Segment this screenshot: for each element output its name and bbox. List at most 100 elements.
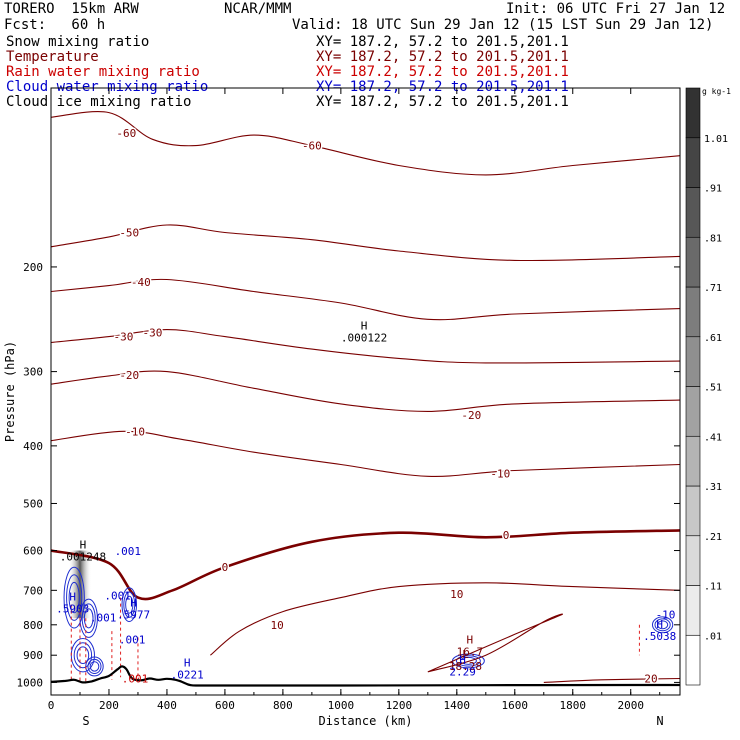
y-tick-label: 800 (23, 619, 43, 632)
extremum-label: L (462, 648, 469, 661)
temperature-contour-label: -50 (119, 226, 139, 239)
y-tick-label: 200 (23, 261, 43, 274)
legend-label: Temperature (6, 49, 99, 65)
extremum-label: H (656, 618, 663, 631)
x-tick-label: 400 (157, 699, 177, 712)
north-endpoint-label: N (656, 714, 663, 728)
y-tick-label: 400 (23, 440, 43, 453)
plot-frame (50, 87, 681, 696)
extremum-value: 2.29 (449, 666, 476, 679)
colorbar-swatch (685, 585, 701, 636)
temperature-contour (543, 677, 680, 683)
x-tick-label: 1000 (328, 699, 355, 712)
extremum-value: 16.7 (457, 645, 484, 658)
colorbar-swatch (685, 634, 701, 686)
colorbar-swatch (685, 535, 701, 586)
temperature-contour (51, 370, 680, 412)
temperature-contour-label: -30 (114, 331, 134, 344)
temperature-contour-label: -30 (143, 327, 163, 340)
temperature-contour-label: -10 (125, 425, 145, 438)
cloud-water-contour (121, 587, 138, 623)
temperature-contour-label: -60 (302, 140, 322, 153)
extremum-label: .001 (119, 633, 146, 646)
colorbar-swatch (685, 485, 701, 537)
x-tick-label: 1200 (386, 699, 413, 712)
colorbar-swatch (685, 286, 701, 338)
valid-time: Valid: 18 UTC Sun 29 Jan 12 (15 LST Sun … (292, 17, 714, 33)
temperature-contour (427, 613, 563, 673)
extremum-label: H (467, 633, 474, 646)
colorbar-swatch (685, 87, 701, 139)
x-tick-label: 800 (273, 699, 293, 712)
extremum-label: .001 (122, 672, 149, 685)
colorbar-label: .51 (704, 383, 722, 394)
extremum-label: H (361, 320, 368, 333)
cloud-water-contour (76, 646, 90, 665)
temperature-contour-label: 0 (222, 561, 229, 574)
legend-label: Cloud water mixing ratio (6, 79, 209, 95)
colorbar-swatch (685, 336, 701, 387)
extremum-value: 18.28 (449, 660, 482, 673)
temperature-contour (51, 111, 680, 176)
extremum-label: -10 (656, 608, 676, 621)
temperature-contour-label: -40 (131, 276, 151, 289)
legend-label: Rain water mixing ratio (6, 64, 200, 80)
cloud-water-contour (83, 608, 94, 629)
colorbar-label: .41 (704, 432, 722, 443)
y-tick-label: 1000 (17, 676, 44, 689)
south-endpoint-label: S (82, 714, 89, 728)
extremum-label: H (130, 596, 137, 609)
x-tick-label: 1400 (444, 699, 471, 712)
colorbar-label: .31 (704, 482, 722, 493)
y-tick-label: 600 (23, 545, 43, 558)
colorbar-label: .91 (704, 184, 722, 195)
colorbar-label: .61 (704, 333, 722, 344)
extremum-value: .000122 (341, 332, 387, 345)
temperature-contour (210, 582, 680, 656)
cloud-water-contour (63, 566, 85, 629)
temperature-contour-label: 20 (644, 673, 657, 686)
legend-xy-range: XY= 187.2, 57.2 to 201.5,201.1 (316, 94, 569, 110)
cloud-water-contour (89, 661, 100, 672)
temperature-contour-label: 10 (450, 588, 463, 601)
cloud-water-contour (66, 574, 83, 621)
colorbar-unit: g kg-1 (702, 87, 731, 96)
cloud-water-contour (455, 655, 481, 667)
extremum-label: .001 (90, 612, 117, 625)
colorbar-label: .71 (704, 283, 722, 294)
cloud-water-contour (70, 638, 95, 673)
colorbar-swatch (685, 435, 701, 487)
x-tick-label: 600 (215, 699, 235, 712)
temperature-contour-label: 0 (503, 529, 510, 542)
cloud-water-contour (657, 620, 669, 630)
extremum-value: .001248 (60, 550, 106, 563)
model-title: TORERO 15km ARW (4, 1, 139, 17)
temperature-contour (51, 430, 680, 477)
x-tick-label: 0 (48, 699, 55, 712)
temperature-contour-label: -10 (490, 467, 510, 480)
extremum-value: .0221 (171, 668, 204, 681)
extremum-label: .001 (104, 589, 131, 602)
cloud-water-contour (68, 581, 80, 614)
y-tick-label: 500 (23, 497, 43, 510)
temperature-contour-label: 10 (270, 619, 283, 632)
colorbar-swatch (685, 187, 701, 238)
center-name: NCAR/MMM (224, 1, 292, 17)
x-tick-label: 200 (99, 699, 119, 712)
x-axis-label: Distance (km) (319, 714, 413, 728)
cloud-water-contour (651, 616, 674, 634)
extremum-value: .5903 (56, 602, 89, 615)
temperature-contour (51, 529, 680, 601)
x-tick-label: 1800 (560, 699, 587, 712)
legend-label: Snow mixing ratio (6, 34, 150, 50)
colorbar-label: .81 (704, 233, 722, 244)
extremum-label: .001 (115, 545, 142, 558)
temperature-contour (51, 278, 680, 321)
colorbar-label: .11 (704, 582, 722, 593)
forecast-hour: Fcst: 60 h (4, 17, 106, 33)
colorbar-swatch (685, 236, 701, 288)
temperature-contour-label: -20 (461, 409, 481, 422)
temperature-contour-label: -20 (119, 369, 139, 382)
x-tick-label: 1600 (502, 699, 529, 712)
cloud-water-contour (87, 658, 102, 675)
